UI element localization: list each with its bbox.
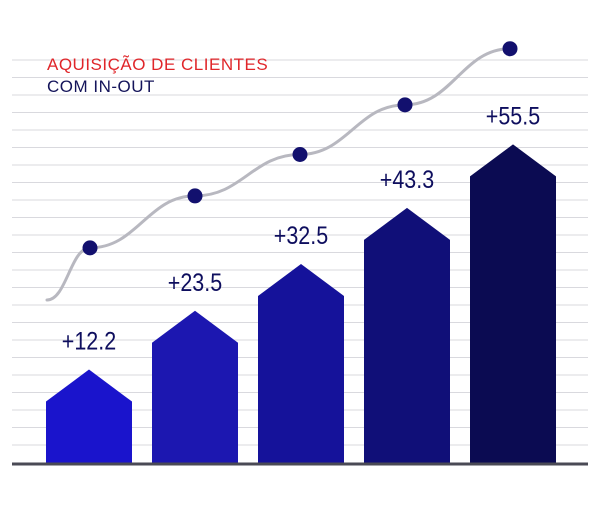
- bar-3: [258, 264, 344, 464]
- trend-point-5: [502, 41, 518, 57]
- trend-point-3: [292, 147, 308, 162]
- value-label-3: +32.5: [274, 221, 328, 249]
- bar-2: [152, 310, 238, 464]
- bar-5: [470, 144, 556, 464]
- chart-title-line-2: COM IN-OUT: [47, 77, 155, 96]
- trend-point-1: [82, 240, 98, 256]
- value-label-5: +55.5: [486, 102, 540, 130]
- chart-title-line-1: AQUISIÇÃO DE CLIENTES: [47, 55, 269, 74]
- value-labels: +12.2 +23.5 +32.5 +43.3 +55.5: [62, 102, 540, 355]
- value-label-4: +43.3: [380, 165, 434, 193]
- value-label-2: +23.5: [168, 268, 222, 296]
- bar-1: [46, 369, 132, 464]
- trend-point-4: [397, 97, 413, 113]
- bars: [46, 144, 556, 464]
- value-label-1: +12.2: [62, 327, 116, 355]
- bar-4: [364, 207, 450, 464]
- trend-layer: [45, 41, 518, 302]
- trend-point-2: [187, 188, 203, 204]
